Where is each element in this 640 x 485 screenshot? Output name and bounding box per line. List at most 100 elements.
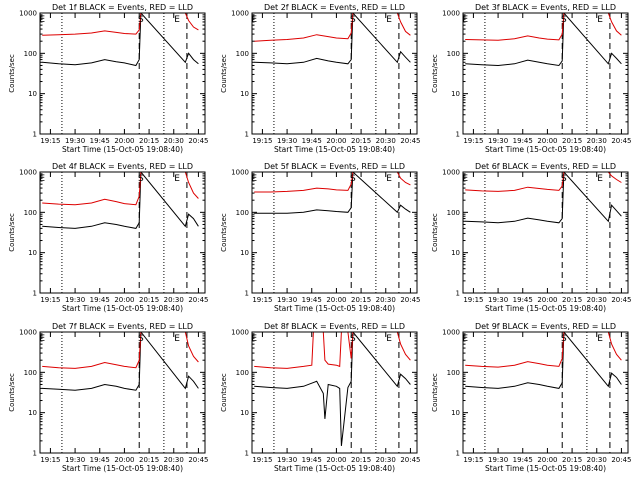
x-tick-label: 19:15 xyxy=(40,296,60,304)
x-tick-label: 19:30 xyxy=(488,137,508,145)
x-tick-label: 20:15 xyxy=(562,137,582,145)
marker-label: E xyxy=(597,15,603,25)
x-axis-label: Start Time (15-Oct-05 19:08:40) xyxy=(485,464,606,473)
marker-label: S xyxy=(138,334,144,344)
panel-8: Det 8f BLACK = Events, RED = LLD E S E 1 10 10… xyxy=(220,322,421,473)
y-tick-label: 1000 xyxy=(19,10,37,18)
y-axis-label: Counts/sec xyxy=(431,213,439,252)
y-tick-label: 1 xyxy=(456,450,460,458)
x-axis-label: Start Time (15-Oct-05 19:08:40) xyxy=(62,145,183,154)
x-tick-label: 20:00 xyxy=(537,137,557,145)
x-tick-label: 20:45 xyxy=(611,296,631,304)
panel-title: Det 5f BLACK = Events, RED = LLD xyxy=(264,162,405,171)
marker-label: E xyxy=(386,174,392,184)
marker-label: S xyxy=(561,334,567,344)
x-tick-label: 20:15 xyxy=(562,296,582,304)
marker-label: E xyxy=(39,15,45,25)
marker-label: S xyxy=(561,15,567,25)
x-tick-label: 19:15 xyxy=(463,137,483,145)
series-line-events xyxy=(465,13,622,67)
marker-label: E xyxy=(39,174,45,184)
y-tick-label: 100 xyxy=(24,50,37,58)
x-tick-label: 20:45 xyxy=(400,296,420,304)
x-tick-label: 19:30 xyxy=(488,456,508,464)
marker-label: E xyxy=(251,15,257,25)
x-tick-label: 20:30 xyxy=(587,296,607,304)
x-tick-label: 20:30 xyxy=(164,456,184,464)
panel-title: Det 8f BLACK = Events, RED = LLD xyxy=(264,322,405,331)
series-line-events xyxy=(465,172,622,224)
y-tick-label: 1000 xyxy=(442,169,460,177)
marker-label: E xyxy=(462,334,468,344)
x-tick-label: 20:00 xyxy=(114,456,134,464)
panel-4: Det 4f BLACK = Events, RED = LLD E S E 1 10 10… xyxy=(8,162,209,313)
plot-frame xyxy=(39,331,206,454)
y-tick-label: 10 xyxy=(28,409,37,417)
x-tick-label: 20:30 xyxy=(164,296,184,304)
x-tick-label: 19:30 xyxy=(65,296,85,304)
plot-frame xyxy=(39,171,206,294)
x-tick-label: 20:30 xyxy=(587,137,607,145)
series-line-events xyxy=(465,332,622,389)
x-tick-label: 20:00 xyxy=(114,296,134,304)
x-tick-label: 20:45 xyxy=(611,456,631,464)
panel-3: Det 3f BLACK = Events, RED = LLD E S E 1 10 10… xyxy=(431,3,632,154)
x-tick-label: 20:30 xyxy=(376,137,396,145)
y-axis-label: Counts/sec xyxy=(220,373,228,412)
y-axis-label: Counts/sec xyxy=(8,373,16,412)
x-tick-label: 20:45 xyxy=(611,137,631,145)
x-tick-label: 19:45 xyxy=(513,137,533,145)
x-tick-label: 19:30 xyxy=(65,456,85,464)
plot-frame xyxy=(251,171,418,294)
x-axis-label: Start Time (15-Oct-05 19:08:40) xyxy=(274,464,395,473)
marker-label: E xyxy=(386,334,392,344)
y-tick-label: 10 xyxy=(240,409,249,417)
y-tick-label: 100 xyxy=(236,209,249,217)
y-tick-label: 10 xyxy=(451,90,460,98)
marker-label: E xyxy=(597,174,603,184)
x-tick-label: 19:30 xyxy=(277,456,297,464)
panel-1: Det 1f BLACK = Events, RED = LLD E S E 1 10 10… xyxy=(8,3,209,154)
y-tick-label: 10 xyxy=(28,249,37,257)
panel-title: Det 2f BLACK = Events, RED = LLD xyxy=(264,3,405,12)
marker-label: E xyxy=(597,334,603,344)
x-tick-label: 20:00 xyxy=(114,137,134,145)
plot-frame xyxy=(39,12,206,135)
x-tick-label: 19:45 xyxy=(90,137,110,145)
y-tick-label: 1000 xyxy=(19,169,37,177)
marker-label: E xyxy=(39,334,45,344)
x-tick-label: 20:45 xyxy=(400,456,420,464)
marker-label: S xyxy=(350,334,356,344)
x-tick-label: 20:00 xyxy=(537,296,557,304)
series-line-events xyxy=(254,13,411,65)
panel-title: Det 1f BLACK = Events, RED = LLD xyxy=(52,3,193,12)
y-tick-label: 1 xyxy=(33,450,37,458)
y-tick-label: 1 xyxy=(245,290,249,298)
marker-label: E xyxy=(251,174,257,184)
marker-label: S xyxy=(350,15,356,25)
x-tick-label: 20:15 xyxy=(351,456,371,464)
x-tick-label: 20:00 xyxy=(326,456,346,464)
series-line-lld xyxy=(465,172,622,192)
panel-2: Det 2f BLACK = Events, RED = LLD E S E 1 10 10… xyxy=(220,3,421,154)
y-tick-label: 1 xyxy=(33,131,37,139)
marker-label: S xyxy=(138,174,144,184)
series-line-events xyxy=(254,172,411,214)
y-tick-label: 100 xyxy=(447,209,460,217)
y-tick-label: 100 xyxy=(24,209,37,217)
x-tick-label: 20:15 xyxy=(562,456,582,464)
x-tick-label: 19:30 xyxy=(277,296,297,304)
x-tick-label: 19:45 xyxy=(302,137,322,145)
marker-label: E xyxy=(174,334,180,344)
y-tick-label: 1000 xyxy=(442,10,460,18)
series-line-lld xyxy=(42,172,199,206)
x-axis-label: Start Time (15-Oct-05 19:08:40) xyxy=(62,304,183,313)
x-tick-label: 20:45 xyxy=(400,137,420,145)
x-tick-label: 19:45 xyxy=(90,456,110,464)
panel-title: Det 3f BLACK = Events, RED = LLD xyxy=(475,3,616,12)
y-tick-label: 1 xyxy=(245,450,249,458)
panel-title: Det 9f BLACK = Events, RED = LLD xyxy=(475,322,616,331)
plot-frame xyxy=(462,171,629,294)
series-line-lld xyxy=(465,13,622,41)
